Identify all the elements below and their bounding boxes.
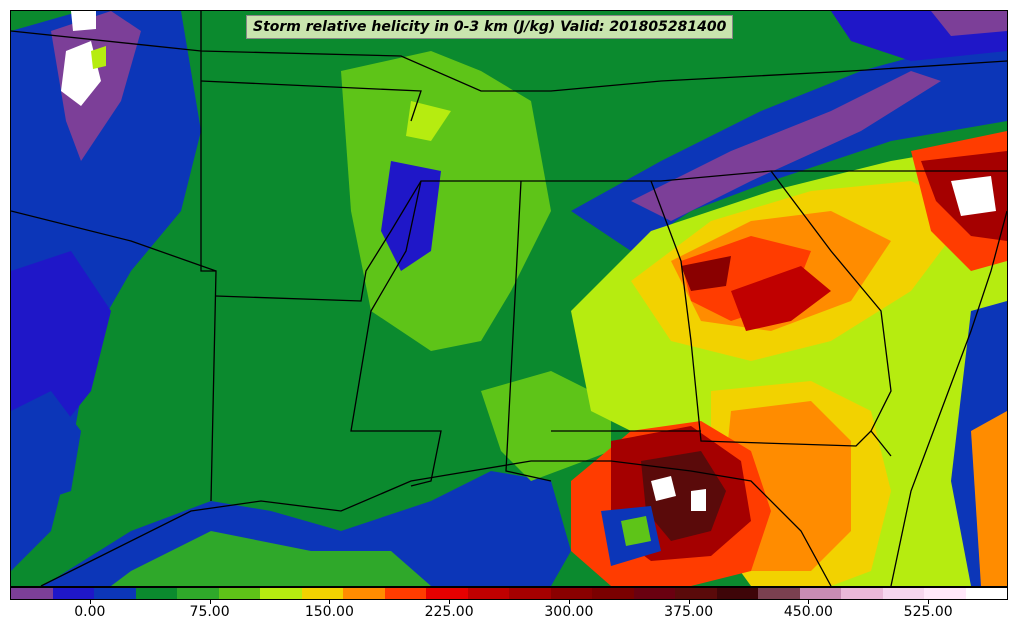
colorbar-tick-mark [808, 600, 810, 604]
colorbar-segment [467, 588, 489, 599]
colorbar-segment [177, 588, 198, 599]
colorbar-segment [405, 588, 426, 599]
colorbar-segment [94, 588, 115, 599]
colorbar-segment [592, 588, 613, 599]
colorbar-segment [156, 588, 177, 599]
colorbar-segment [716, 588, 738, 599]
colorbar-tick-label: 525.00 [903, 604, 953, 620]
colorbar-segment [446, 588, 468, 599]
colorbar-segment [218, 588, 240, 599]
colorbar-segment [737, 588, 758, 599]
colorbar-segment [550, 588, 572, 599]
colorbar-segment [882, 588, 904, 599]
colorbar-segment [654, 588, 675, 599]
colorbar-segment [363, 588, 385, 599]
colorbar-tick-mark [89, 600, 91, 604]
helicity-region-central-green [341, 51, 551, 351]
colorbar-segment [986, 588, 1007, 599]
colorbar-segment [695, 588, 717, 599]
colorbar-segment [260, 588, 281, 599]
map-title: Storm relative helicity in 0-3 km (J/kg)… [246, 15, 734, 39]
colorbar-segment [11, 588, 32, 599]
colorbar-tick-label: 75.00 [189, 604, 230, 620]
colorbar-segment [114, 588, 136, 599]
colorbar-segment [903, 588, 924, 599]
colorbar-segment [612, 588, 634, 599]
colorbar-tick-label: 0.00 [74, 604, 106, 620]
colorbar-segment [73, 588, 94, 599]
colorbar-segment [633, 588, 655, 599]
colorbar-segment [529, 588, 551, 599]
colorbar-segment [778, 588, 800, 599]
colorbar [10, 587, 1008, 600]
helicity-map [10, 10, 1008, 587]
colorbar-tick-label: 150.00 [304, 604, 354, 620]
colorbar-segment [384, 588, 406, 599]
colorbar-segment [301, 588, 323, 599]
colorbar-tick-label: 300.00 [544, 604, 594, 620]
colorbar-segment [322, 588, 343, 599]
helicity-region-georgia-maximum [731, 266, 831, 331]
colorbar-segment [965, 588, 987, 599]
colorbar-segment [841, 588, 862, 599]
colorbar-segment [343, 588, 364, 599]
colorbar-tick-mark [329, 600, 331, 604]
colorbar-segment [861, 588, 883, 599]
colorbar-segment [488, 588, 509, 599]
map-canvas [11, 11, 1007, 586]
colorbar-segment [197, 588, 219, 599]
colorbar-segment [426, 588, 447, 599]
colorbar-ticks: 0.00 75.00 150.00 225.00 300.00 375.00 450.00 5… [10, 600, 1008, 630]
colorbar-tick-mark [209, 600, 211, 604]
colorbar-tick-mark [568, 600, 570, 604]
colorbar-segment [820, 588, 841, 599]
colorbar-tick-mark [928, 600, 930, 604]
colorbar-segment [135, 588, 157, 599]
colorbar-segment [799, 588, 821, 599]
colorbar-tick-label: 225.00 [424, 604, 474, 620]
colorbar-segment [675, 588, 696, 599]
colorbar-segment [571, 588, 592, 599]
colorbar-segment [280, 588, 302, 599]
colorbar-tick-mark [688, 600, 690, 604]
colorbar-segment [52, 588, 74, 599]
colorbar-segment [758, 588, 779, 599]
colorbar-tick-label: 375.00 [664, 604, 714, 620]
colorbar-segment [944, 588, 966, 599]
colorbar-tick-mark [449, 600, 451, 604]
colorbar-segment [924, 588, 945, 599]
colorbar-segment [509, 588, 530, 599]
state-boundaries [11, 11, 1007, 586]
colorbar-segment [31, 588, 53, 599]
colorbar-segment [239, 588, 260, 599]
colorbar-tick-label: 450.00 [783, 604, 833, 620]
